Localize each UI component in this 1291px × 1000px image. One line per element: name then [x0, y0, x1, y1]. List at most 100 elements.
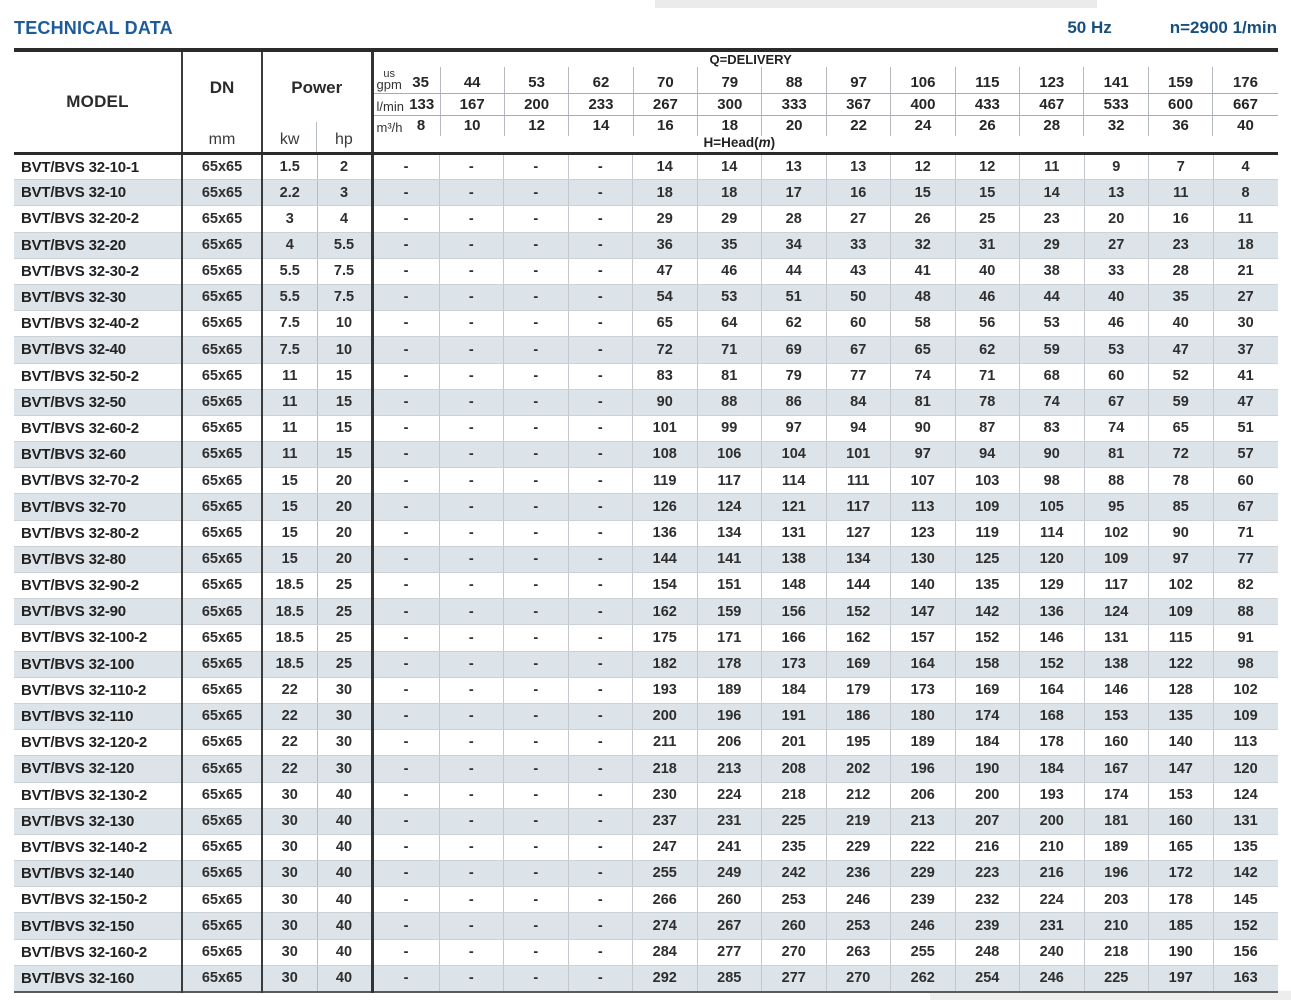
- head-value-cell: 27: [826, 205, 891, 233]
- head-value-cell: -: [568, 729, 633, 757]
- model-cell: BVT/BVS 32-100-2: [14, 624, 183, 652]
- head-value-cell: 173: [761, 651, 827, 678]
- head-value-cell: 79: [761, 363, 827, 390]
- head-value-cell: 34: [761, 232, 827, 259]
- power-hp-cell: 25: [317, 651, 374, 678]
- head-value-cell: 117: [1084, 572, 1149, 600]
- head-value-cell: 21: [1213, 258, 1278, 285]
- head-value-cell: 224: [1019, 886, 1085, 914]
- head-value-cell: 87: [955, 415, 1020, 443]
- dn-cell: 65x65: [182, 939, 263, 966]
- head-value-cell: 47: [632, 258, 698, 285]
- head-value-cell: 136: [632, 520, 698, 547]
- head-value-cell: 97: [1148, 546, 1214, 574]
- model-cell: BVT/BVS 32-60-2: [14, 415, 183, 443]
- dn-cell: 65x65: [182, 703, 263, 731]
- head-value-cell: 97: [761, 415, 827, 443]
- power-hp-cell: 40: [317, 965, 374, 993]
- dn-cell: 65x65: [182, 729, 263, 757]
- head-value-cell: -: [568, 624, 633, 652]
- head-value-cell: -: [568, 939, 633, 966]
- power-kw-cell: 11: [262, 415, 318, 443]
- power-hp-cell: 20: [317, 520, 374, 547]
- power-hp-cell: 40: [317, 886, 374, 914]
- head-value-cell: 16: [826, 179, 891, 207]
- delivery-value-cell: 14: [569, 116, 634, 136]
- dn-cell: 65x65: [182, 677, 263, 704]
- table-row: BVT/BVS 32-130-2 65x65 30 40- - - -230 224 218 21…: [14, 782, 1278, 809]
- head-value-cell: -: [439, 939, 504, 966]
- head-value-cell: -: [503, 520, 569, 547]
- head-value-cell: 31: [955, 232, 1020, 259]
- head-value-cell: 81: [697, 363, 762, 390]
- head-value-cell: 182: [632, 651, 698, 678]
- column-header-dn: DN mm: [182, 50, 263, 155]
- head-value-cell: 131: [761, 520, 827, 547]
- head-value-cell: 36: [632, 232, 698, 259]
- power-kw-cell: 7.5: [262, 310, 318, 338]
- head-value-cell: -: [372, 232, 440, 259]
- head-value-cell: 90: [1148, 520, 1214, 547]
- head-value-cell: -: [372, 651, 440, 678]
- delivery-value-cell: 24: [891, 116, 956, 136]
- head-value-cell: 51: [761, 284, 827, 312]
- delivery-value-cell: 18: [698, 116, 763, 136]
- head-value-cell: 184: [1019, 755, 1085, 783]
- head-value-cell: -: [372, 520, 440, 547]
- head-value-cell: 47: [1213, 389, 1278, 416]
- power-kw-cell: 15: [262, 493, 318, 521]
- power-hp-cell: 4: [317, 205, 374, 233]
- head-value-cell: -: [568, 284, 633, 312]
- power-kw-cell: 15: [262, 520, 318, 547]
- head-value-cell: 134: [697, 520, 762, 547]
- head-value-cell: 189: [890, 729, 956, 757]
- head-value-cell: 122: [1148, 651, 1214, 678]
- head-value-cell: 16: [1148, 205, 1214, 233]
- head-value-cell: 114: [1019, 520, 1085, 547]
- head-value-cell: 230: [632, 782, 698, 809]
- head-value-cell: 13: [761, 153, 827, 181]
- head-value-cell: -: [568, 179, 633, 207]
- head-value-cell: 54: [632, 284, 698, 312]
- head-value-cell: 270: [761, 939, 827, 966]
- head-value-cell: 62: [761, 310, 827, 338]
- dn-cell: 65x65: [182, 598, 263, 626]
- delivery-value-cell: 62: [569, 67, 634, 93]
- head-value-cell: 190: [955, 755, 1020, 783]
- head-value-cell: 46: [1084, 310, 1149, 338]
- head-value-cell: -: [568, 755, 633, 783]
- model-cell: BVT/BVS 32-140-2: [14, 834, 183, 862]
- head-value-cell: -: [439, 912, 504, 940]
- head-value-cell: 71: [1213, 520, 1278, 547]
- head-value-cell: 67: [1084, 389, 1149, 416]
- head-value-cell: -: [568, 965, 633, 993]
- head-value-cell: 219: [826, 808, 891, 835]
- head-value-cell: 166: [761, 624, 827, 652]
- head-value-cell: 169: [826, 651, 891, 678]
- power-header-label: Power: [291, 78, 343, 97]
- table-row: BVT/BVS 32-20 65x65 4 5.5- - - -36 35 34 33 32 31 29…: [14, 232, 1278, 259]
- head-value-cell: 114: [761, 467, 827, 495]
- head-value-cell: 202: [826, 755, 891, 783]
- power-hp-cell: 15: [317, 441, 374, 469]
- head-value-cell: 213: [697, 755, 762, 783]
- power-kw-cell: 30: [262, 939, 318, 966]
- head-value-cell: 128: [1148, 677, 1214, 704]
- head-value-cell: -: [372, 546, 440, 574]
- head-value-cell: 46: [697, 258, 762, 285]
- head-value-cell: -: [568, 546, 633, 574]
- head-value-cell: -: [372, 755, 440, 783]
- head-value-cell: 181: [1084, 808, 1149, 835]
- head-value-cell: 59: [1019, 336, 1085, 364]
- head-value-cell: 102: [1148, 572, 1214, 600]
- head-value-cell: 113: [1213, 729, 1278, 757]
- head-value-cell: 29: [697, 205, 762, 233]
- head-value-cell: 160: [1148, 808, 1214, 835]
- head-value-cell: 120: [1019, 546, 1085, 574]
- dn-cell: 65x65: [182, 258, 263, 285]
- power-hp-cell: 30: [317, 703, 374, 731]
- head-value-cell: 113: [890, 493, 956, 521]
- head-value-cell: 172: [1148, 860, 1214, 888]
- table-row: BVT/BVS 32-150 65x65 30 40- - - -274 267 260 253 2…: [14, 912, 1278, 940]
- head-value-cell: 162: [632, 598, 698, 626]
